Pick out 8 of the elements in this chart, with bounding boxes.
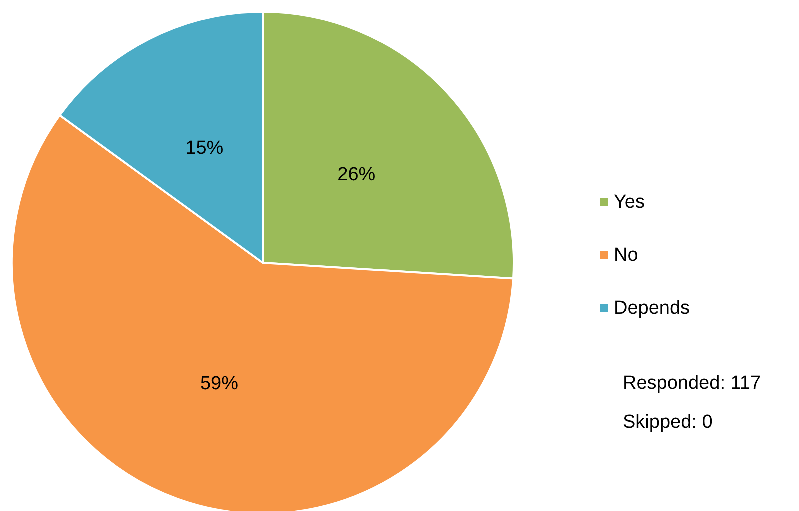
data-label: 15%	[186, 138, 224, 160]
text: Skipped: 0	[623, 412, 713, 433]
data-label: 26%	[338, 164, 376, 186]
legend-label: Depends	[614, 298, 690, 319]
legend-label: Yes	[614, 192, 645, 213]
data-label: 59%	[200, 373, 239, 394]
legend-label: No	[614, 245, 638, 266]
text: Responded: 117	[623, 373, 762, 394]
